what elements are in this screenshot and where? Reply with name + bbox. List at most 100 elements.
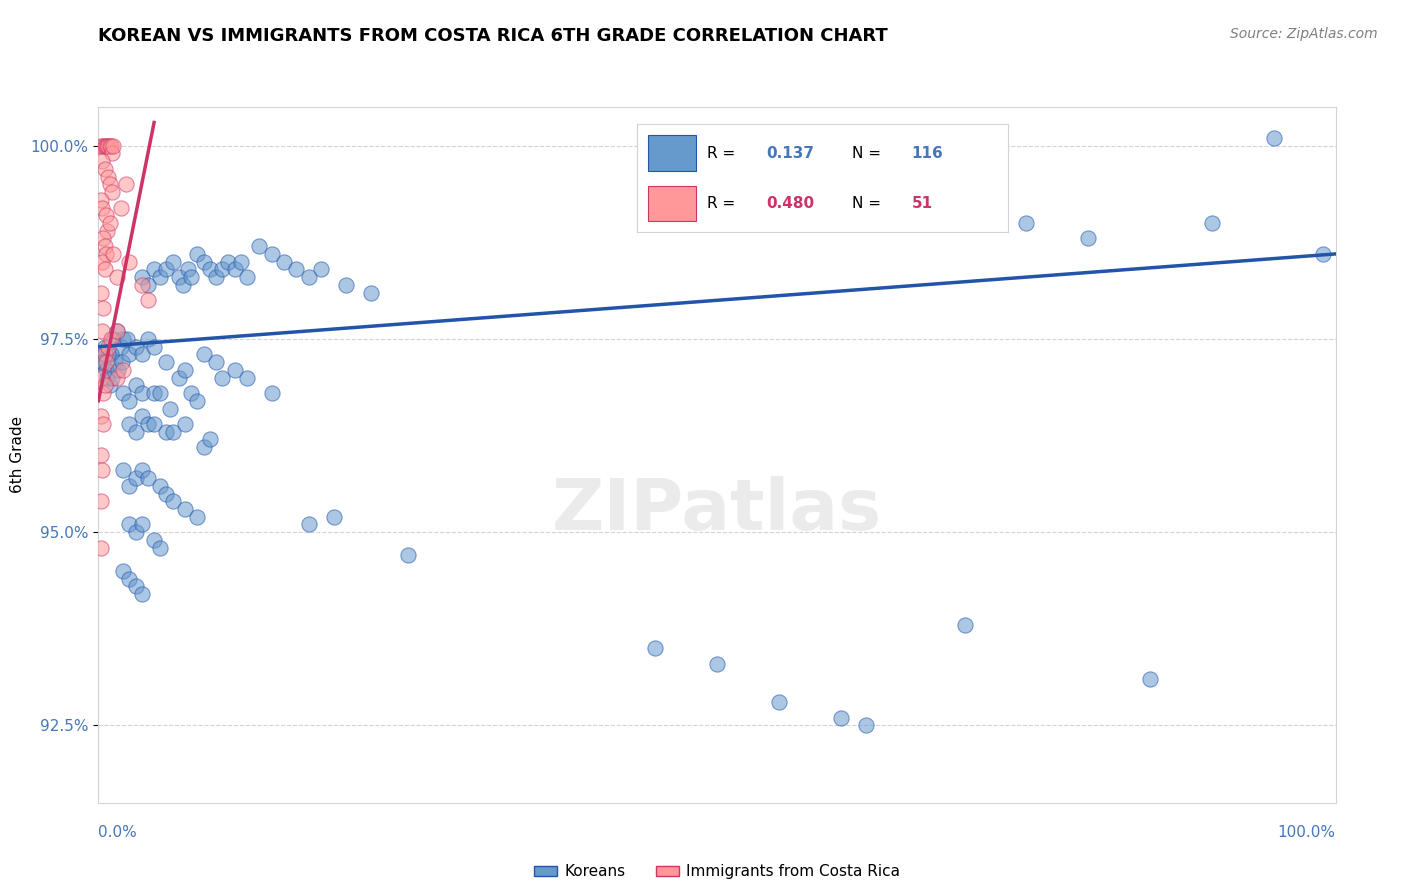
Point <box>217 254 239 268</box>
Point <box>174 502 197 516</box>
Point <box>112 463 135 477</box>
Point <box>97 340 120 354</box>
Point <box>136 293 159 308</box>
Point <box>91 347 114 361</box>
Point <box>112 564 135 578</box>
Point <box>186 247 208 261</box>
Point <box>103 332 125 346</box>
Point <box>143 386 166 401</box>
Point <box>90 448 112 462</box>
Point <box>118 417 141 431</box>
Point <box>90 138 112 153</box>
Point <box>93 262 115 277</box>
Point <box>1077 231 1099 245</box>
Point <box>124 340 146 354</box>
Point <box>100 138 122 153</box>
Point <box>149 386 172 401</box>
Point <box>180 386 202 401</box>
Point <box>97 347 120 361</box>
Point <box>205 270 228 285</box>
Point <box>162 254 184 268</box>
Point <box>131 517 153 532</box>
Point <box>260 247 283 261</box>
Text: ZIPatlas: ZIPatlas <box>553 476 882 545</box>
Point <box>118 254 141 268</box>
Point <box>114 178 136 192</box>
Point <box>105 324 128 338</box>
Point <box>162 425 184 439</box>
Text: Source: ZipAtlas.com: Source: ZipAtlas.com <box>1230 27 1378 41</box>
Point <box>396 549 419 563</box>
Point <box>136 332 159 346</box>
Point <box>115 332 138 346</box>
Point <box>98 138 121 153</box>
Point <box>112 386 135 401</box>
Point <box>93 386 115 401</box>
Point <box>93 138 115 153</box>
Y-axis label: 6th Grade: 6th Grade <box>10 417 25 493</box>
Point <box>186 509 208 524</box>
Point <box>90 285 112 300</box>
Point <box>298 270 321 285</box>
Point <box>98 378 121 392</box>
Point <box>155 262 177 277</box>
Point <box>101 370 124 384</box>
Point <box>93 417 115 431</box>
Point <box>768 695 790 709</box>
Point <box>162 494 184 508</box>
Point <box>124 579 146 593</box>
Point <box>112 363 135 377</box>
Point <box>90 193 112 207</box>
Point <box>94 355 117 369</box>
Point <box>176 262 198 277</box>
Point <box>143 340 166 354</box>
Point <box>172 277 194 292</box>
Point <box>101 146 124 161</box>
Point <box>93 355 115 369</box>
Point <box>98 178 121 192</box>
Point <box>93 301 115 315</box>
Point <box>131 409 153 424</box>
Point <box>105 270 128 285</box>
Point <box>644 641 666 656</box>
Point <box>193 440 215 454</box>
Point <box>97 138 120 153</box>
Point <box>94 247 117 261</box>
Point <box>100 347 122 361</box>
Point <box>149 270 172 285</box>
Point <box>198 433 221 447</box>
Point <box>309 262 332 277</box>
Point <box>98 216 121 230</box>
Point <box>174 417 197 431</box>
Point <box>131 347 153 361</box>
Point <box>1015 216 1038 230</box>
Point <box>1201 216 1223 230</box>
Point <box>105 324 128 338</box>
Point <box>131 277 153 292</box>
Point <box>112 332 135 346</box>
Point <box>93 340 115 354</box>
Point <box>94 363 117 377</box>
Point <box>143 417 166 431</box>
Point <box>211 262 233 277</box>
Point <box>90 370 112 384</box>
Point <box>96 138 118 153</box>
Point <box>118 347 141 361</box>
Point <box>103 138 125 153</box>
Point <box>953 618 976 632</box>
Point <box>93 138 115 153</box>
Point <box>298 517 321 532</box>
Point <box>93 239 115 253</box>
Point <box>91 463 114 477</box>
Point <box>96 370 118 384</box>
Point <box>94 208 117 222</box>
Legend: Koreans, Immigrants from Costa Rica: Koreans, Immigrants from Costa Rica <box>527 858 907 886</box>
Point <box>155 425 177 439</box>
Point <box>96 224 118 238</box>
Text: 0.0%: 0.0% <box>98 825 138 840</box>
Point <box>136 417 159 431</box>
Point <box>118 517 141 532</box>
Point <box>180 270 202 285</box>
Point <box>124 378 146 392</box>
Point <box>143 533 166 547</box>
